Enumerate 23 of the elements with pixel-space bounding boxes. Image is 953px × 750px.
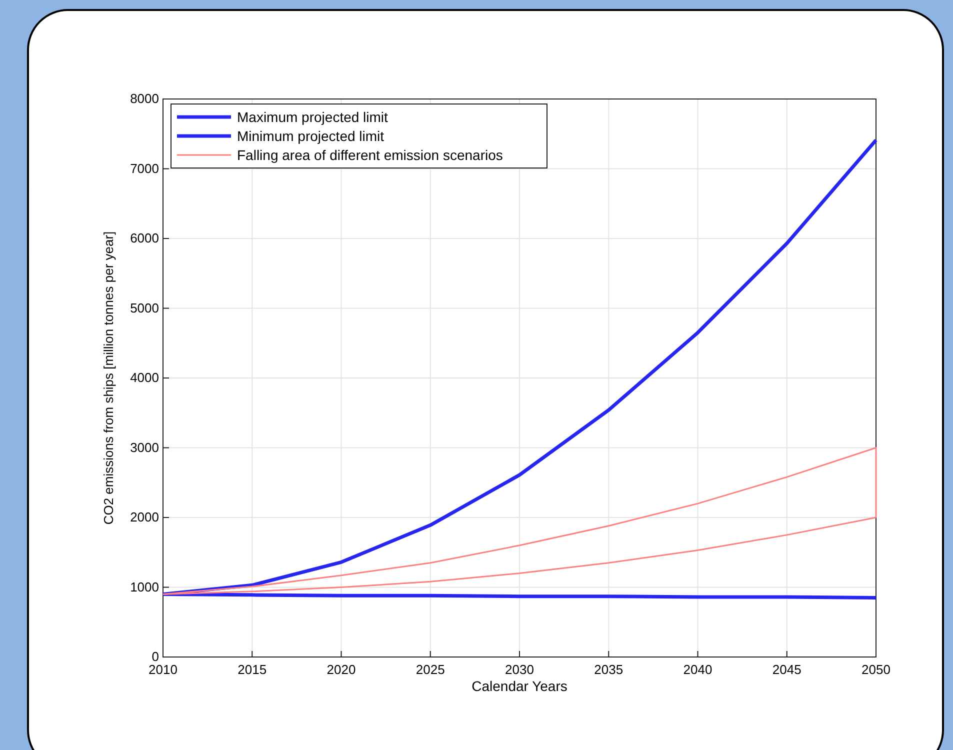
x-tick-label: 2010 — [148, 662, 178, 677]
y-tick-label: 6000 — [130, 230, 159, 246]
y-tick-label: 4000 — [130, 370, 159, 385]
x-tick-label: 2050 — [862, 662, 890, 677]
y-tick-label: 5000 — [130, 300, 159, 316]
y-tick-label: 7000 — [130, 160, 159, 176]
x-tick-label: 2015 — [238, 662, 267, 677]
x-tick-label: 2025 — [416, 662, 445, 677]
y-tick-label: 8000 — [130, 91, 159, 106]
legend-label: Minimum projected limit — [237, 128, 384, 144]
y-axis-title: CO2 emissions from ships [million tonnes per year] — [101, 231, 116, 525]
legend-label: Maximum projected limit — [237, 109, 388, 125]
y-tick-label: 3000 — [130, 440, 159, 455]
x-tick-label: 2035 — [594, 662, 624, 677]
legend-label: Falling area of different emission scenarios — [237, 147, 503, 163]
y-tick-label: 0 — [152, 649, 159, 664]
y-tick-label: 2000 — [130, 510, 159, 524]
x-axis-title: Calendar Years — [472, 678, 568, 694]
x-tick-label: 2040 — [683, 662, 712, 677]
x-tick-label: 2030 — [505, 662, 534, 677]
x-tick-label: 2045 — [772, 662, 802, 677]
x-tick-label: 2020 — [326, 662, 356, 677]
y-tick-label: 1000 — [130, 579, 159, 594]
